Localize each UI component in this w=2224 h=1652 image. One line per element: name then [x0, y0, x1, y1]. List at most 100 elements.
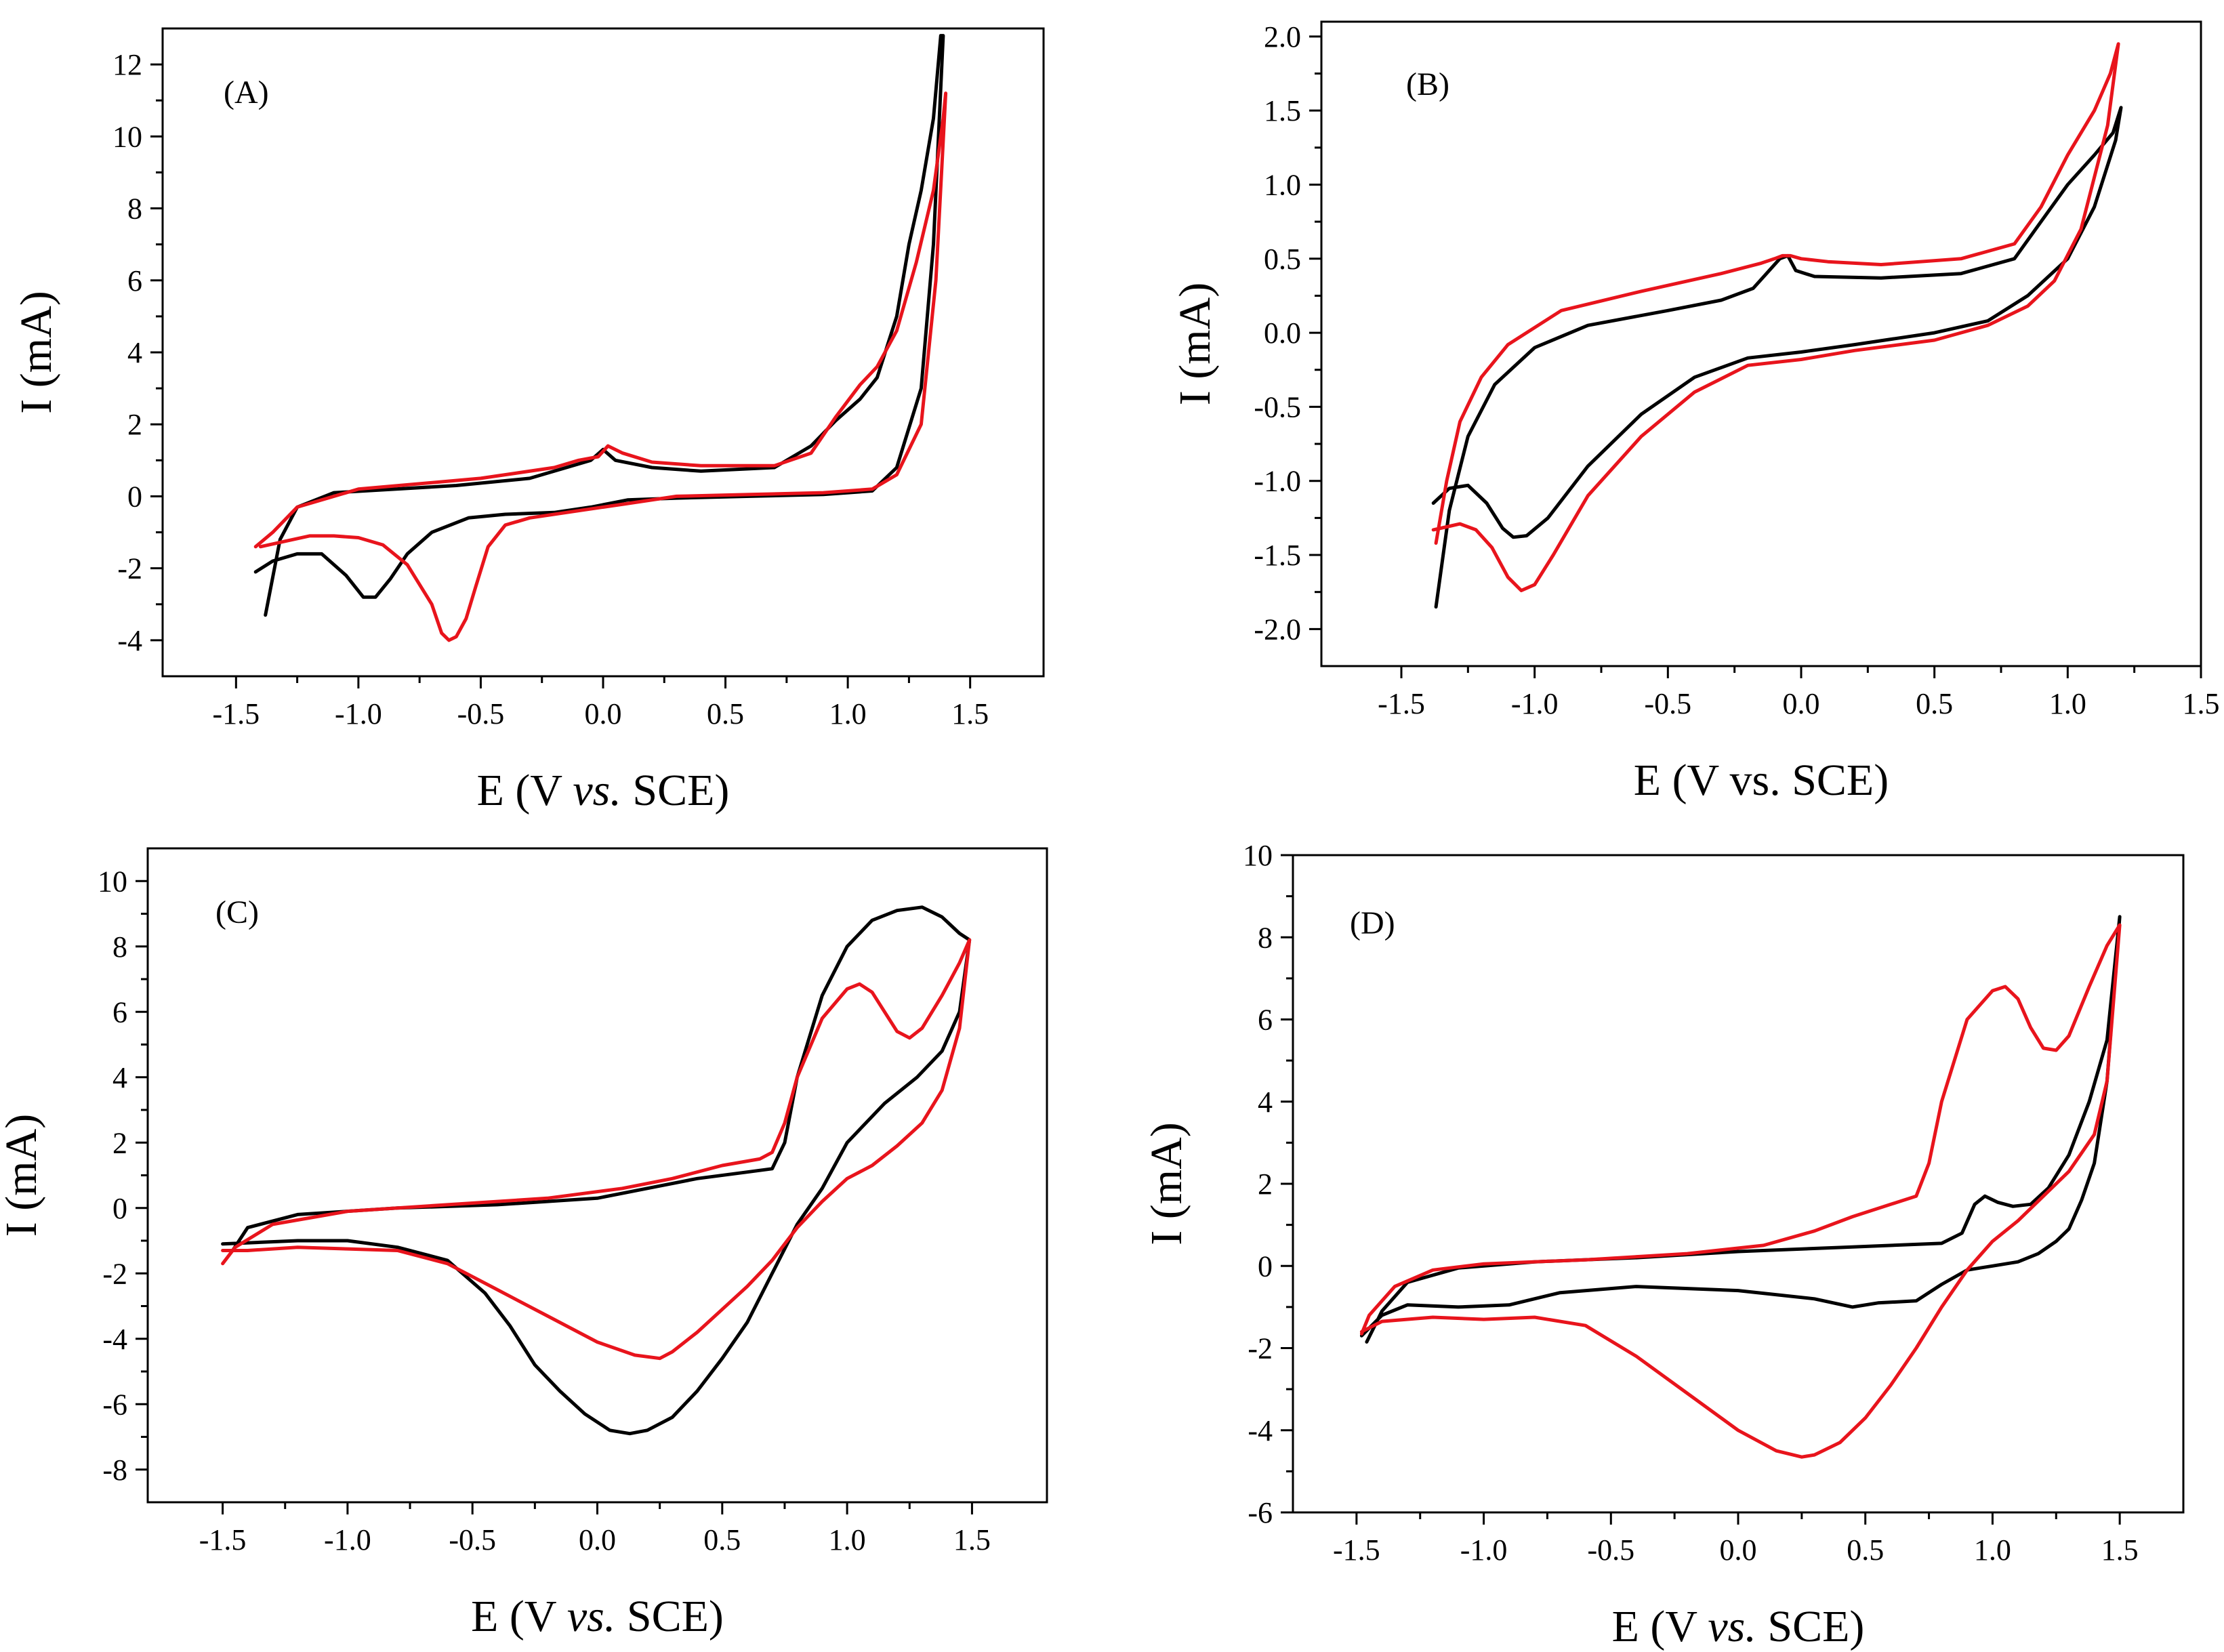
y-tick-label: 4 [112, 1061, 127, 1094]
y-tick-label: 1.5 [1264, 94, 1301, 127]
y-tick-label: 2 [1258, 1168, 1273, 1201]
series-black-curve [253, 34, 945, 617]
y-tick-label: -0.5 [1254, 390, 1301, 424]
x-tick-label: -1.5 [1333, 1533, 1380, 1567]
x-tick-label: -1.0 [324, 1523, 371, 1556]
x-tick-label: 1.5 [2183, 687, 2220, 720]
series-red-curve [253, 91, 948, 642]
y-tick-label: -6 [1248, 1496, 1273, 1529]
x-tick-label: 0.0 [1783, 687, 1820, 720]
y-tick-label: 2.0 [1264, 20, 1301, 54]
x-tick-label: 1.0 [2049, 687, 2086, 720]
y-tick-label: -2 [1248, 1332, 1273, 1365]
panel-a: -1.5 -1.0 -0.5 0.0 0.5 1.0 1.5 -4 -2 0 2 4 6 8 10 12 E (… [12, 27, 1045, 815]
y-tick-label: 2 [127, 408, 142, 441]
y-tick-label: 10 [112, 120, 142, 153]
x-axis-label-part: E (V [477, 766, 573, 815]
y-tick-label: -8 [102, 1453, 127, 1487]
panel-label: (D) [1350, 905, 1395, 941]
y-tick-label: 8 [1258, 921, 1273, 954]
x-axis-label-part: SCE) [621, 766, 730, 815]
panel-b: -1.5 -1.0 -0.5 0.0 0.5 1.0 1.5 -2.0 -1.5 -1.0 -0.5… [1170, 20, 2220, 805]
x-axis-label-part: SCE) [615, 1592, 724, 1641]
x-axis-label-part: vs. [573, 766, 621, 815]
x-tick-label: 0.0 [1720, 1533, 1757, 1567]
y-tick-label: 0.0 [1264, 316, 1301, 350]
y-tick-label: -4 [102, 1323, 127, 1356]
y-tick-label: 8 [127, 192, 142, 226]
panel-label: (C) [215, 894, 259, 930]
series-red-curve [221, 938, 972, 1361]
y-tick-label: 10 [98, 865, 127, 898]
x-axis-label-part: vs. [567, 1592, 615, 1641]
y-tick-label: -4 [117, 624, 142, 657]
plot-frame [1320, 20, 2202, 667]
x-tick-label: 1.5 [953, 1523, 991, 1556]
series-black-curve [1359, 915, 2122, 1344]
x-axis-label-part: E (V [471, 1592, 567, 1641]
x-axis-label: E (V vs. SCE) [1634, 756, 1889, 805]
x-axis-label-part: vs. [1708, 1602, 1756, 1651]
plot-frame [161, 27, 1045, 678]
x-tick-label: -0.5 [1587, 1533, 1634, 1567]
x-axis-label-part: E (V vs. SCE) [1634, 756, 1889, 805]
panel-d: -1.5 -1.0 -0.5 0.0 0.5 1.0 1.5 -6 -4 -2 0 2 4 6 8 10 E (… [1142, 839, 2185, 1651]
series-red-curve [1359, 923, 2122, 1459]
y-axis-label: I (mA) [12, 291, 61, 413]
x-tick-label: 1.5 [951, 697, 989, 730]
x-tick-label: -0.5 [457, 697, 505, 730]
x-axis-label-part: SCE) [1756, 1602, 1865, 1651]
y-tick-label: 6 [127, 264, 142, 297]
y-tick-label: 12 [112, 48, 142, 81]
y-axis-label: I (mA) [0, 1114, 46, 1237]
y-tick-label: 10 [1243, 839, 1273, 872]
y-axis-label: I (mA) [1170, 283, 1220, 405]
y-tick-label: 0 [112, 1192, 127, 1225]
y-tick-label: -6 [102, 1388, 127, 1421]
panel-label: (B) [1406, 66, 1449, 102]
x-tick-label: -1.0 [335, 697, 382, 730]
x-tick-label: 0.5 [1916, 687, 1953, 720]
series-red-curve [1431, 42, 2120, 592]
y-tick-label: 4 [1258, 1086, 1273, 1119]
x-tick-label: -0.5 [1645, 687, 1692, 720]
y-tick-label: 6 [112, 995, 127, 1029]
x-tick-label: -1.5 [199, 1523, 247, 1556]
y-tick-label: 6 [1258, 1004, 1273, 1037]
x-tick-label: -0.5 [449, 1523, 496, 1556]
y-tick-label: 2 [112, 1126, 127, 1159]
x-tick-label: -1.5 [1378, 687, 1425, 720]
y-tick-label: 1.0 [1264, 168, 1301, 201]
y-tick-label: 0 [127, 480, 142, 513]
x-tick-label: 1.0 [829, 1523, 866, 1556]
x-tick-label: 0.0 [579, 1523, 616, 1556]
plot-frame [146, 847, 1048, 1504]
x-tick-label: 0.5 [1847, 1533, 1884, 1567]
y-tick-label: -4 [1248, 1414, 1273, 1447]
x-tick-label: 1.0 [1974, 1533, 2011, 1567]
y-tick-label: -2 [102, 1257, 127, 1290]
y-tick-label: 8 [112, 930, 127, 964]
x-tick-label: 1.5 [2101, 1533, 2139, 1567]
x-axis-label: E (V vs. SCE) [477, 766, 730, 815]
x-tick-label: 0.5 [703, 1523, 741, 1556]
x-axis-label: E (V vs. SCE) [471, 1592, 724, 1641]
x-tick-label: 1.0 [829, 697, 867, 730]
y-tick-label: -2 [117, 552, 142, 585]
y-axis-label: I (mA) [1142, 1122, 1191, 1245]
y-tick-label: -1.5 [1254, 539, 1301, 572]
panel-label: (A) [224, 75, 269, 110]
y-tick-label: 0 [1258, 1250, 1273, 1283]
x-axis-label-part: E (V [1612, 1602, 1708, 1651]
panel-c: -1.5 -1.0 -0.5 0.0 0.5 1.0 1.5 -8 -6 -4 -2 0 2 4 6 8 10 E… [0, 847, 1048, 1641]
x-axis-label: E (V vs. SCE) [1612, 1602, 1865, 1651]
x-tick-label: -1.0 [1460, 1533, 1508, 1567]
x-tick-label: 0.5 [707, 697, 744, 730]
y-tick-label: 0.5 [1264, 243, 1301, 276]
x-tick-label: -1.5 [213, 697, 260, 730]
y-tick-label: 4 [127, 336, 142, 369]
y-tick-label: -1.0 [1254, 465, 1301, 498]
x-tick-label: 0.0 [585, 697, 622, 730]
x-tick-label: -1.0 [1511, 687, 1559, 720]
